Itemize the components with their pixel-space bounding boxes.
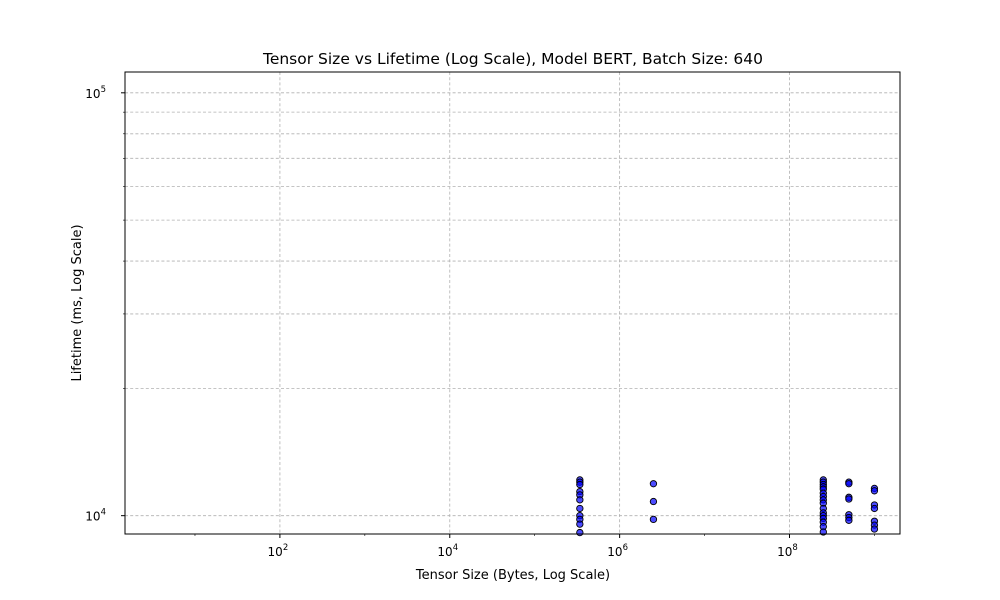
data-point <box>576 496 584 504</box>
y-tick-exponent: 5 <box>101 85 106 95</box>
grid-lines <box>125 72 900 534</box>
y-axis-label: Lifetime (ms, Log Scale) <box>70 224 85 381</box>
data-point <box>870 504 879 513</box>
axis-ticks: 102 104 106 108 104 105 <box>85 85 875 559</box>
data-point <box>845 480 853 488</box>
x-tick-exponent: 6 <box>623 543 628 553</box>
x-axis-label: Tensor Size (Bytes, Log Scale) <box>415 568 610 583</box>
x-tick-label: 104 <box>437 543 458 559</box>
chart-title: Tensor Size vs Lifetime (Log Scale), Mod… <box>262 50 763 68</box>
data-point <box>649 497 658 506</box>
data-point <box>845 516 853 524</box>
y-tick-label: 104 <box>85 508 106 524</box>
data-point <box>870 487 879 495</box>
x-tick-exponent: 2 <box>283 543 288 553</box>
data-point <box>649 480 658 488</box>
y-tick-label: 105 <box>85 85 106 101</box>
data-point <box>845 495 853 503</box>
x-tick-label: 106 <box>607 543 628 559</box>
x-tick-label: 102 <box>268 543 289 559</box>
x-tick-label: 108 <box>777 543 798 559</box>
data-point <box>576 504 584 513</box>
plot-area-frame <box>124 71 901 535</box>
data-point <box>576 528 584 537</box>
data-points <box>576 476 879 537</box>
data-point <box>870 525 879 533</box>
data-point <box>649 515 658 524</box>
data-point <box>576 480 584 489</box>
data-point <box>576 520 584 528</box>
y-tick-exponent: 4 <box>101 508 106 518</box>
x-tick-exponent: 8 <box>792 543 797 553</box>
x-tick-exponent: 4 <box>453 543 458 553</box>
